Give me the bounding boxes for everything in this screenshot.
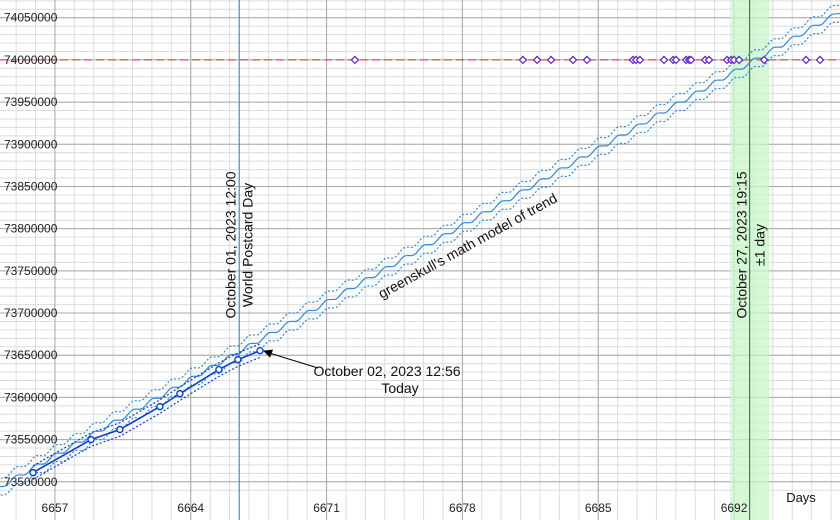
y-tick-label: 73650000 <box>4 348 58 362</box>
prediction-label: October 27, 2023 19:15 <box>734 171 750 318</box>
target-point <box>350 55 360 65</box>
today-arrow <box>267 352 319 369</box>
observed-point <box>234 355 242 364</box>
y-tick-label: 73600000 <box>4 390 58 404</box>
y-tick-label: 74050000 <box>4 11 58 25</box>
x-tick-label: 6671 <box>313 501 340 515</box>
y-tick-label: 73900000 <box>4 137 58 151</box>
y-tick-label: 73750000 <box>4 264 58 278</box>
model-line <box>0 13 840 488</box>
target-point <box>686 55 696 65</box>
x-tick-label: 6657 <box>42 501 69 515</box>
y-tick-label: 73850000 <box>4 179 58 193</box>
observed-line <box>32 349 261 474</box>
target-point <box>582 55 592 65</box>
target-point <box>532 55 542 65</box>
target-point <box>734 55 744 65</box>
target-point <box>546 55 556 65</box>
observed-point <box>176 389 184 398</box>
x-tick-label: 6685 <box>585 501 612 515</box>
target-point <box>671 55 681 65</box>
target-point <box>659 55 669 65</box>
target-point <box>704 55 714 65</box>
today-label: October 02, 2023 12:56 <box>313 363 460 379</box>
today-arrowhead <box>263 349 274 358</box>
event-label: October 01, 2023 12:00 <box>222 171 238 318</box>
y-tick-label: 73950000 <box>4 95 58 109</box>
observed-band <box>32 356 261 480</box>
observed-point <box>116 425 124 434</box>
y-tick-label: 74000000 <box>4 53 58 67</box>
x-tick-label: 6692 <box>721 501 748 515</box>
y-tick-label: 73550000 <box>4 433 58 447</box>
x-tick-label: 6678 <box>449 501 476 515</box>
target-point <box>635 55 645 65</box>
model-band <box>0 4 840 479</box>
observed-point <box>256 346 264 355</box>
model-band <box>0 21 840 496</box>
observed-point <box>87 435 95 444</box>
prediction-sublabel: ±1 day <box>752 224 768 266</box>
target-point <box>568 55 578 65</box>
x-tick-label: 6664 <box>177 501 204 515</box>
target-point <box>801 55 811 65</box>
observed-point <box>156 402 164 411</box>
today-sublabel: Today <box>381 380 418 396</box>
target-point <box>815 55 825 65</box>
observed-point <box>215 365 223 374</box>
y-tick-label: 73500000 <box>4 475 58 489</box>
y-tick-label: 73800000 <box>4 222 58 236</box>
target-point <box>759 55 769 65</box>
y-tick-label: 73700000 <box>4 306 58 320</box>
observed-point <box>29 468 37 477</box>
event-sublabel: World Postcard Day <box>239 183 255 307</box>
x-axis-label: Days <box>786 490 816 505</box>
target-point <box>518 55 528 65</box>
